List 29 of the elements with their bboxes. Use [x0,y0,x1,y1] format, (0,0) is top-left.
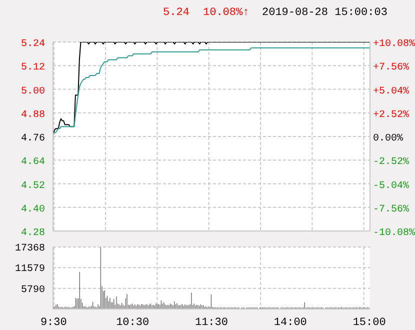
y-tick-label: 11579 [14,264,45,276]
text: 10.08%↑ [203,7,250,19]
y2-tick-label: -10.08% [373,228,415,239]
y2-tick-label: 0.00% [373,134,404,144]
y2-tick-label: -5.04% [373,180,410,192]
x-tick-label: 9:30 [40,316,67,329]
y-tick-label: 5.24 [20,39,45,50]
y2-tick-label: +7.56% [373,62,410,74]
y-tick-label: 5.00 [20,86,45,98]
y-tick-label: 17368 [14,244,45,255]
text: 2019-08-28 15:00:03 [262,7,388,19]
y2-tick-label: +2.52% [373,110,410,121]
y-tick-label: 4.76 [20,134,45,144]
x-tick-label: 15:00 [352,316,386,329]
x-tick-label: 10:30 [116,316,150,329]
x-tick-label: 14:00 [274,316,307,329]
x-tick-label: 11:30 [194,316,228,329]
y2-tick-label: -2.52% [373,157,410,168]
y2-tick-label: +10.08% [373,39,415,50]
y-tick-label: 4.88 [20,110,45,121]
y-tick-label: 5.12 [20,62,45,74]
y2-tick-label: +5.04% [373,86,410,98]
text: 5.24 [163,7,190,19]
y2-tick-label: -7.56% [373,204,410,216]
y-tick-label: 4.40 [20,204,45,216]
y-tick-label: 4.28 [20,228,45,239]
y-tick-label: 4.64 [20,157,45,168]
y-tick-label: 5790 [20,284,45,296]
y-tick-label: 4.52 [20,180,45,192]
